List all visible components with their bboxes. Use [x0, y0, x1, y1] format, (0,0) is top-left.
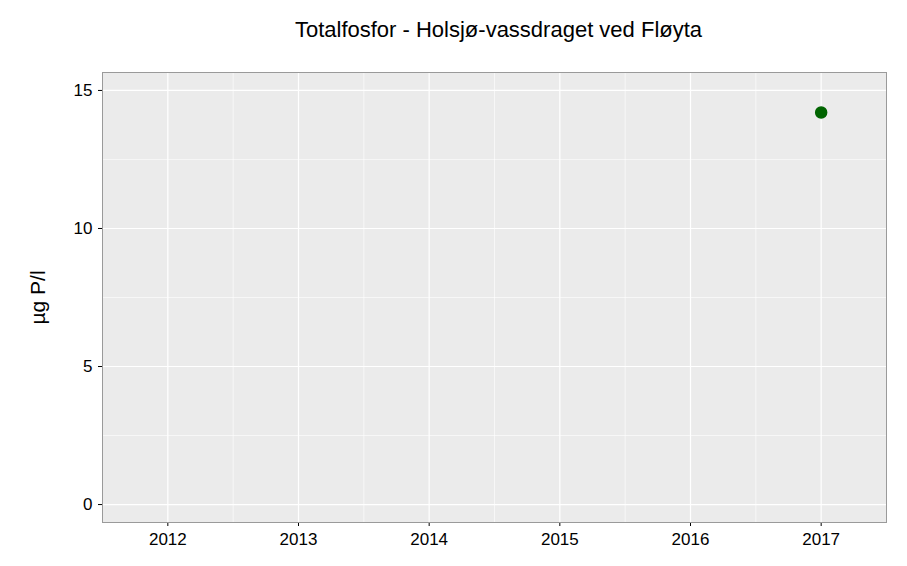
svg-text:15: 15 — [74, 81, 93, 100]
svg-text:2015: 2015 — [541, 530, 579, 549]
svg-text:5: 5 — [83, 357, 92, 376]
svg-text:2016: 2016 — [672, 530, 710, 549]
svg-text:2013: 2013 — [280, 530, 318, 549]
svg-text:10: 10 — [74, 219, 93, 238]
svg-text:2012: 2012 — [149, 530, 187, 549]
svg-text:0: 0 — [83, 495, 92, 514]
html-text:Totalfosfor - Holsjø-vassdrage: Totalfosfor - Holsjø-vassdraget ved Fløy… — [294, 17, 703, 42]
svg-text:µg P/l: µg P/l — [26, 270, 49, 324]
svg-text:2014: 2014 — [410, 530, 448, 549]
svg-text:2017: 2017 — [802, 530, 840, 549]
